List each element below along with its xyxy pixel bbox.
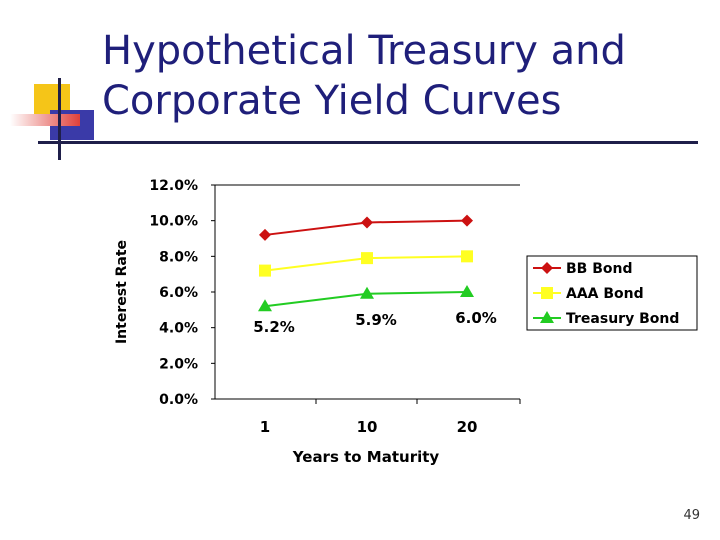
y-axis-title: Interest Rate: [114, 240, 130, 344]
legend-marker: [541, 262, 553, 274]
legend-label: Treasury Bond: [566, 311, 679, 327]
y-tick-label: 12.0%: [149, 178, 198, 194]
legend-label: AAA Bond: [566, 286, 644, 302]
title-line-2: Corporate Yield Curves: [102, 78, 562, 124]
data-label: 6.0%: [455, 309, 497, 327]
series-3-point: [360, 286, 374, 299]
title-line-1: Hypothetical Treasury and: [102, 28, 626, 74]
series-2-point: [259, 264, 271, 277]
legend-marker: [540, 311, 554, 323]
series-2-point: [361, 252, 373, 265]
x-tick-label: 10: [357, 418, 378, 436]
series-1-point: [259, 228, 271, 241]
legend-marker: [541, 287, 553, 299]
data-label: 5.9%: [355, 311, 397, 329]
series-3-point: [460, 285, 474, 297]
y-tick-label: 0.0%: [159, 392, 198, 408]
deco-red-bar: [10, 114, 80, 126]
y-tick-label: 2.0%: [159, 356, 198, 372]
series-2-point: [461, 250, 473, 263]
deco-horizontal-line: [38, 141, 698, 144]
y-tick-label: 4.0%: [159, 321, 198, 337]
y-tick-label: 6.0%: [159, 285, 198, 301]
series-1-point: [461, 214, 473, 227]
x-tick-label: 1: [260, 418, 270, 436]
series-3-point: [258, 299, 272, 312]
y-tick-label: 8.0%: [159, 249, 198, 265]
x-axis-title: Years to Maturity: [292, 448, 440, 466]
x-tick-label: 20: [457, 418, 478, 436]
slide-title: Hypothetical Treasury and Corporate Yiel…: [102, 26, 702, 126]
deco-vertical-line: [58, 78, 61, 160]
page-number: 49: [683, 508, 700, 523]
y-tick-label: 10.0%: [149, 214, 198, 230]
legend-label: BB Bond: [566, 261, 633, 277]
data-label: 5.2%: [253, 318, 295, 336]
series-1-point: [361, 216, 373, 229]
